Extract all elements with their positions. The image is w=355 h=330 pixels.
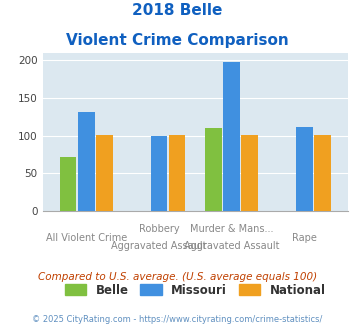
Text: All Violent Crime: All Violent Crime bbox=[45, 233, 127, 243]
Bar bbox=[151, 136, 167, 211]
Legend: Belle, Missouri, National: Belle, Missouri, National bbox=[65, 283, 326, 297]
Text: Murder & Mans...: Murder & Mans... bbox=[190, 224, 273, 234]
Text: 2018 Belle: 2018 Belle bbox=[132, 3, 223, 18]
Text: Violent Crime Comparison: Violent Crime Comparison bbox=[66, 33, 289, 48]
Text: Aggravated Assault: Aggravated Assault bbox=[111, 241, 207, 251]
Text: © 2025 CityRating.com - https://www.cityrating.com/crime-statistics/: © 2025 CityRating.com - https://www.city… bbox=[32, 315, 323, 324]
Bar bbox=[223, 62, 240, 211]
Text: Robbery: Robbery bbox=[138, 224, 179, 234]
Bar bbox=[169, 135, 185, 211]
Text: Aggravated Assault: Aggravated Assault bbox=[184, 241, 279, 251]
Bar bbox=[296, 127, 313, 211]
Bar bbox=[205, 128, 222, 211]
Bar bbox=[314, 135, 331, 211]
Bar bbox=[78, 112, 94, 211]
Bar bbox=[60, 157, 76, 211]
Bar bbox=[96, 135, 113, 211]
Text: Rape: Rape bbox=[292, 233, 317, 243]
Bar bbox=[241, 135, 258, 211]
Text: Compared to U.S. average. (U.S. average equals 100): Compared to U.S. average. (U.S. average … bbox=[38, 272, 317, 282]
